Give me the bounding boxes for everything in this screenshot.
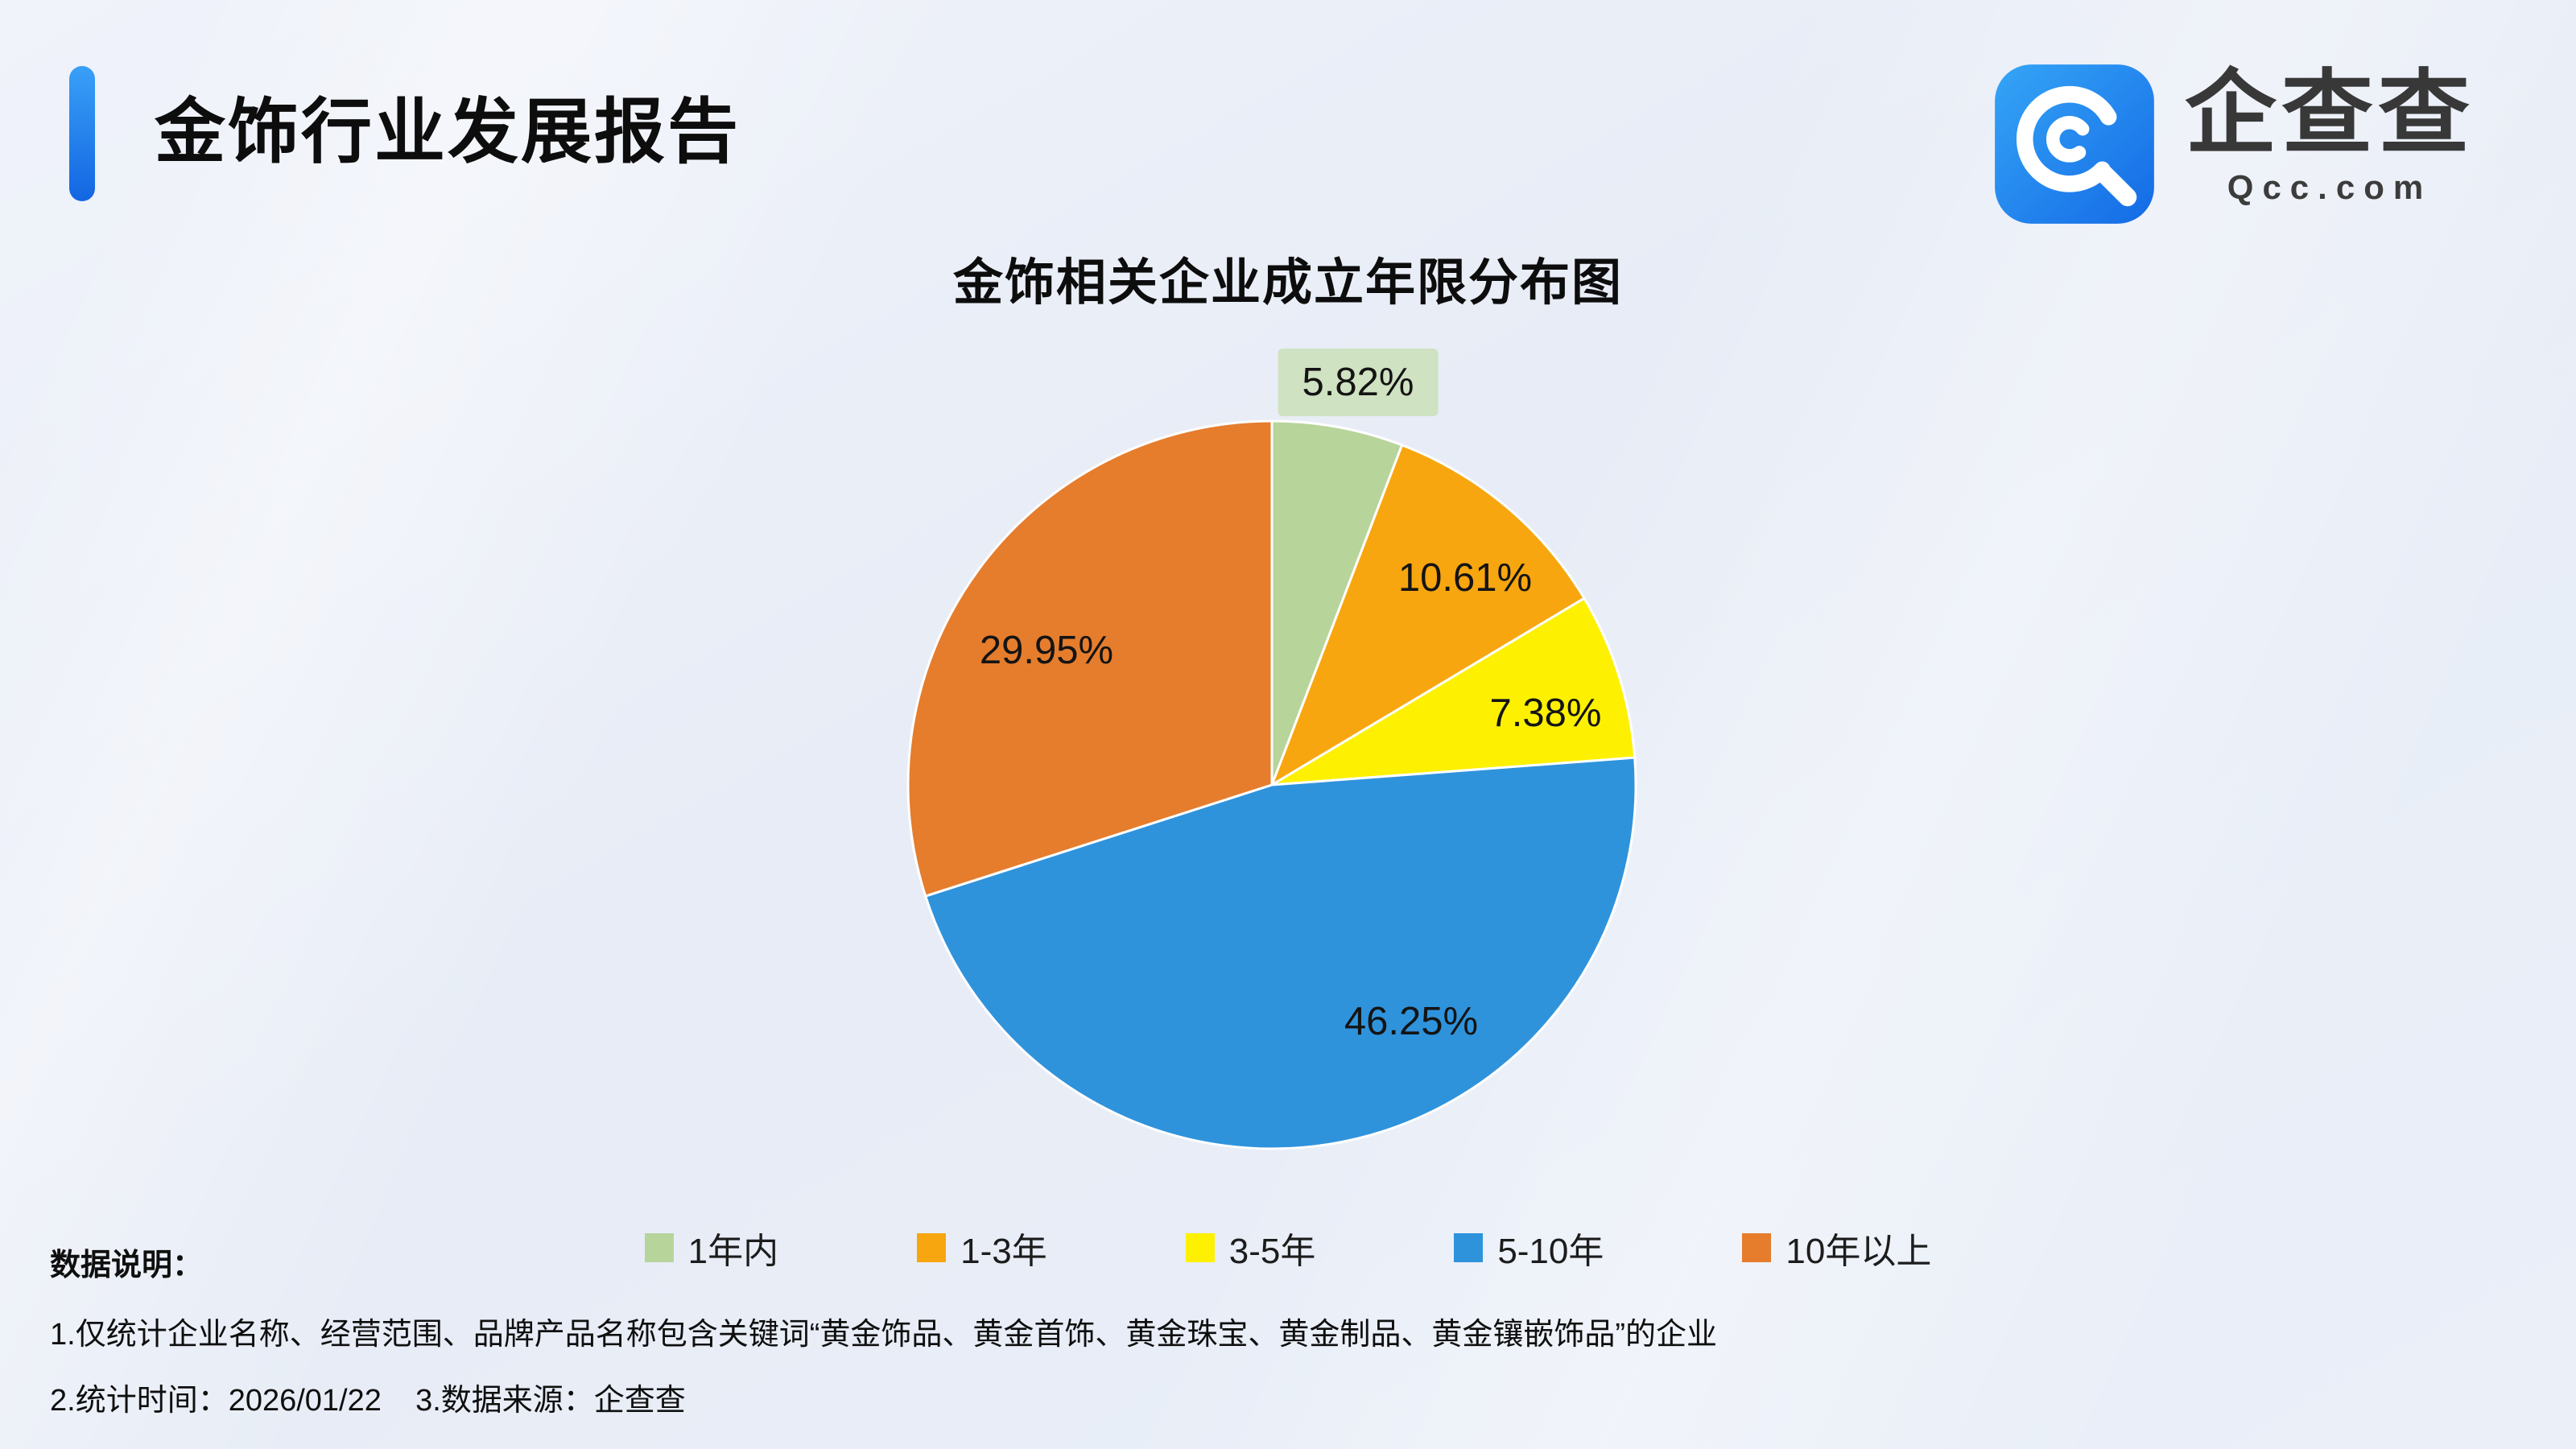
legend-label: 10年以上 <box>1785 1232 1932 1271</box>
footnote-line1: 1.仅统计企业名称、经营范围、品牌产品名称包含关键词“黄金饰品、黄金首饰、黄金珠… <box>50 1318 1718 1352</box>
legend-label: 1-3年 <box>960 1232 1047 1271</box>
legend-label: 5-10年 <box>1497 1232 1604 1271</box>
pie-chart-area: 5.82% 10.61% 7.38% 46.25% 29.95% <box>902 349 1642 1155</box>
legend-item-2: 1-3年 <box>917 1222 1047 1274</box>
legend-swatch-icon <box>1185 1233 1215 1262</box>
qcc-logo-text: 企查查 Qcc.com <box>2185 61 2475 207</box>
legend-swatch-icon <box>917 1233 947 1262</box>
pie-label-3-5year: 7.38% <box>1489 691 1602 735</box>
legend-label: 3-5年 <box>1228 1232 1316 1271</box>
pie-slice-2 <box>1270 444 1586 786</box>
qcc-logo-name: 企查查 <box>2184 63 2475 165</box>
pie-chart <box>906 419 1637 1150</box>
pie-label-1year: 5.82% <box>1278 349 1439 416</box>
legend-item-5: 10年以上 <box>1742 1222 1931 1274</box>
legend-swatch-icon <box>644 1233 674 1262</box>
legend: 1年内 1-3年 3-5年 5-10年 10年以上 <box>0 1222 2576 1274</box>
pie-label-5-10year: 46.25% <box>1344 1000 1479 1043</box>
legend-label: 1年内 <box>687 1232 779 1271</box>
chart-title: 金饰相关企业成立年限分布图 <box>952 255 1623 311</box>
qcc-logo-icon <box>1995 64 2154 224</box>
pie-slice-3 <box>1270 597 1637 786</box>
pie-slice-1 <box>1270 419 1404 786</box>
qcc-logo: 企查查 Qcc.com <box>1992 61 2475 227</box>
footnote-heading: 数据说明： <box>50 1249 204 1282</box>
legend-swatch-icon <box>1742 1233 1772 1262</box>
qcc-logo-domain: Qcc.com <box>2227 168 2433 207</box>
pie-label-1-3year: 10.61% <box>1397 556 1533 600</box>
legend-item-1: 1年内 <box>644 1222 779 1274</box>
legend-swatch-icon <box>1454 1233 1484 1262</box>
legend-item-3: 3-5年 <box>1185 1222 1316 1274</box>
pie-label-over10: 29.95% <box>979 629 1114 672</box>
page-title: 金饰行业发展报告 <box>155 92 741 171</box>
footnote-line2: 2.统计时间：2026/01/22 3.数据来源：企查查 <box>50 1384 686 1418</box>
title-accent-bar <box>69 66 95 201</box>
legend-item-4: 5-10年 <box>1454 1222 1604 1274</box>
pie-slice-5 <box>906 419 1274 898</box>
pie-slice-4 <box>924 756 1637 1150</box>
